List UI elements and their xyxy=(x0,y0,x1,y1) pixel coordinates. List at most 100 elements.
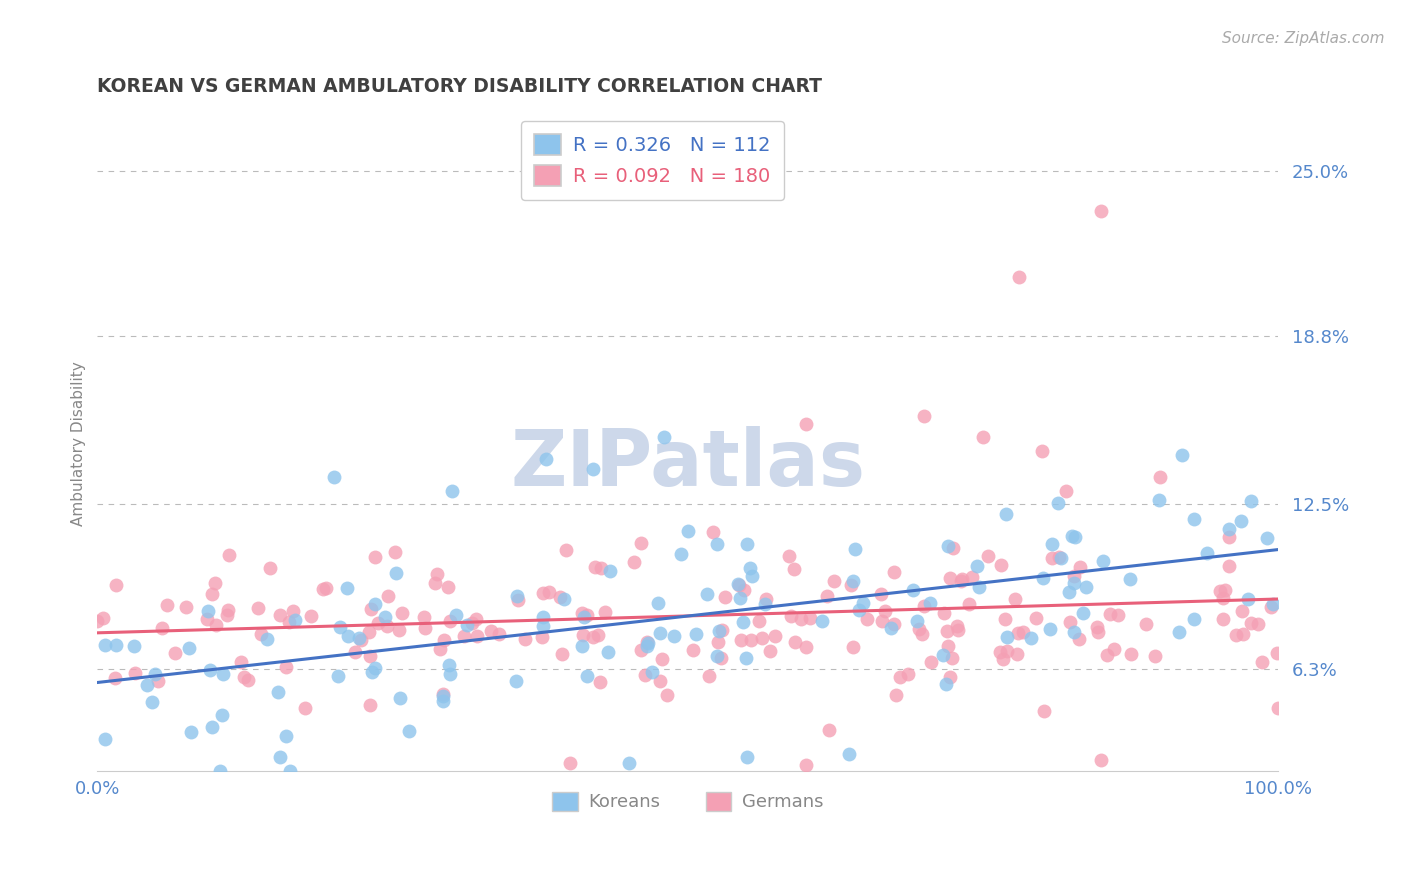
Text: Source: ZipAtlas.com: Source: ZipAtlas.com xyxy=(1222,31,1385,46)
Point xyxy=(398,724,420,739)
Point xyxy=(259,560,281,574)
Point xyxy=(932,648,955,662)
Point xyxy=(662,630,685,644)
Point xyxy=(641,665,664,680)
Point xyxy=(554,542,576,557)
Point xyxy=(284,613,307,627)
Point xyxy=(682,642,704,657)
Point xyxy=(246,601,269,615)
Point xyxy=(676,524,699,538)
Point xyxy=(582,630,605,644)
Point xyxy=(1019,631,1042,645)
Point xyxy=(932,606,955,620)
Point xyxy=(908,622,931,636)
Point xyxy=(558,756,581,770)
Point xyxy=(995,643,1018,657)
Point xyxy=(598,645,620,659)
Point xyxy=(426,566,449,581)
Point xyxy=(576,607,599,622)
Point xyxy=(229,655,252,669)
Point xyxy=(413,610,436,624)
Point xyxy=(274,660,297,674)
Point xyxy=(1121,647,1143,661)
Point xyxy=(636,634,658,648)
Point xyxy=(1032,571,1054,585)
Point xyxy=(599,564,621,578)
Point xyxy=(467,629,489,643)
Point xyxy=(437,580,460,594)
Point xyxy=(630,536,652,550)
Point xyxy=(950,573,973,587)
Point xyxy=(995,507,1018,521)
Point xyxy=(818,723,841,738)
Point xyxy=(1195,546,1218,560)
Point xyxy=(588,628,610,642)
Point xyxy=(669,547,692,561)
Point xyxy=(1046,496,1069,510)
Point xyxy=(1230,514,1253,528)
Point xyxy=(1143,648,1166,663)
Point xyxy=(949,574,972,588)
Point xyxy=(432,687,454,701)
Point xyxy=(883,565,905,579)
Point xyxy=(1033,705,1056,719)
Point xyxy=(778,549,800,564)
Point xyxy=(946,619,969,633)
Point xyxy=(685,626,707,640)
Point xyxy=(844,542,866,557)
Text: KOREAN VS GERMAN AMBULATORY DISABILITY CORRELATION CHART: KOREAN VS GERMAN AMBULATORY DISABILITY C… xyxy=(97,78,823,96)
Point xyxy=(1090,753,1112,767)
Point xyxy=(537,584,560,599)
Point xyxy=(217,607,239,622)
Point xyxy=(124,666,146,681)
Point xyxy=(269,608,291,623)
Point xyxy=(329,620,352,634)
Point xyxy=(1063,569,1085,583)
Point xyxy=(456,618,478,632)
Point xyxy=(94,638,117,652)
Point xyxy=(312,582,335,596)
Point xyxy=(730,591,752,606)
Point xyxy=(218,548,240,562)
Point xyxy=(637,636,659,650)
Point xyxy=(1147,493,1170,508)
Point xyxy=(531,619,554,633)
Point xyxy=(1095,648,1118,662)
Point xyxy=(1247,617,1270,632)
Point xyxy=(391,607,413,621)
Point xyxy=(697,669,720,683)
Point xyxy=(505,589,527,603)
Point xyxy=(269,750,291,764)
Point xyxy=(589,675,612,690)
Point xyxy=(548,590,571,604)
Point xyxy=(236,673,259,687)
Point xyxy=(195,612,218,626)
Point xyxy=(738,561,761,575)
Point xyxy=(905,615,928,629)
Point xyxy=(648,673,671,688)
Point xyxy=(1239,493,1261,508)
Point xyxy=(957,597,980,611)
Point xyxy=(204,576,226,591)
Point xyxy=(1267,700,1289,714)
Point xyxy=(1005,647,1028,661)
Point xyxy=(349,633,371,648)
Point xyxy=(453,629,475,643)
Point xyxy=(429,641,451,656)
Point xyxy=(1099,607,1122,622)
Point xyxy=(364,661,387,675)
Point xyxy=(143,667,166,681)
Point xyxy=(759,644,782,658)
Point xyxy=(460,615,482,630)
Point xyxy=(135,678,157,692)
Point xyxy=(198,664,221,678)
Point xyxy=(1218,559,1240,574)
Point xyxy=(294,701,316,715)
Point xyxy=(991,652,1014,666)
Point xyxy=(634,668,657,682)
Point xyxy=(1218,522,1240,536)
Point xyxy=(1050,551,1073,566)
Point xyxy=(938,639,960,653)
Point xyxy=(972,430,994,444)
Point xyxy=(948,624,970,638)
